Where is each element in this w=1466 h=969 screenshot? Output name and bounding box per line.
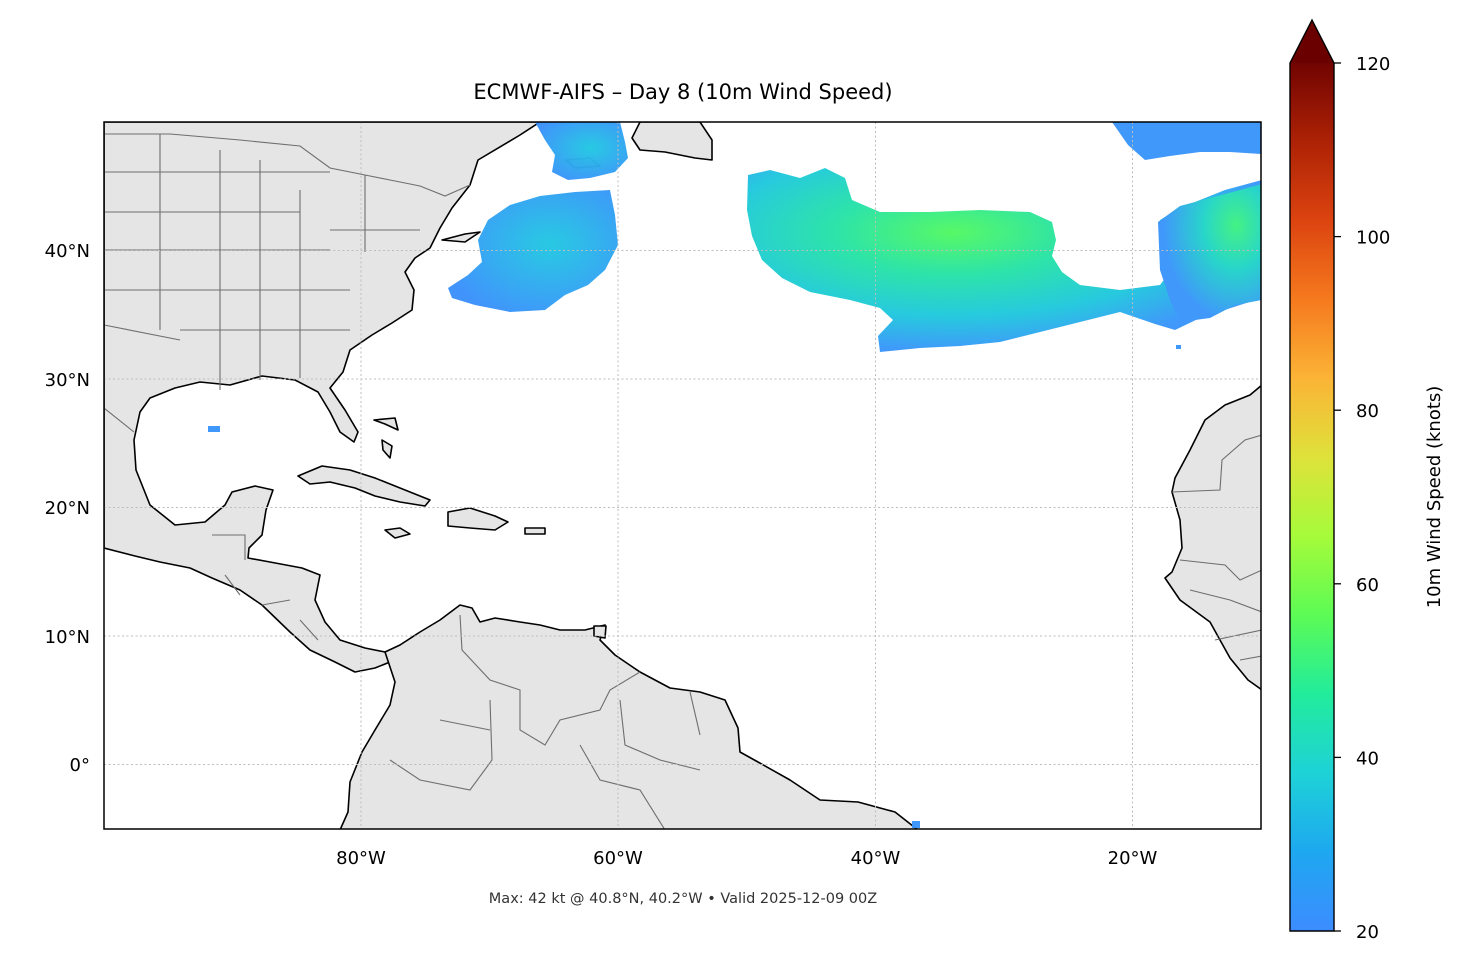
newfoundland-island	[631, 122, 713, 161]
lat-tick-label-0: 0°	[70, 755, 90, 776]
wind-speed-field	[208, 122, 1261, 828]
lon-tick-label-60w: 60°W	[593, 848, 643, 869]
colorbar-extend-arrow	[1290, 20, 1334, 63]
lat-tick-label-20n: 20°N	[45, 498, 90, 519]
wind-speck-brazil	[912, 821, 920, 828]
bahamas-island-small	[381, 439, 393, 459]
colorbar-outline	[1289, 18, 1335, 932]
hispaniola-island	[447, 507, 509, 531]
lat-tick-labels: 40°N 30°N 20°N 10°N 0°	[45, 241, 90, 776]
map-area	[104, 122, 1261, 829]
lon-tick-label-20w: 20°W	[1108, 848, 1158, 869]
south-america-borders	[389, 614, 701, 829]
long-island	[441, 231, 481, 243]
bahamas-island	[373, 417, 399, 431]
wind-speck-gulf	[208, 426, 220, 432]
cuba-island	[297, 465, 431, 507]
lon-tick-label-40w: 40°W	[851, 848, 901, 869]
max-wind-caption: Max: 42 kt @ 40.8°N, 40.2°W • Valid 2025…	[489, 891, 877, 907]
wind-region-far-north-east	[1112, 122, 1261, 160]
west-africa-borders	[1171, 434, 1261, 661]
map-title: ECMWF-AIFS – Day 8 (10m Wind Speed)	[473, 80, 892, 104]
jamaica-island	[384, 527, 411, 539]
colorbar-tick-label: 60	[1356, 575, 1379, 596]
us-canada-border	[104, 133, 471, 197]
colorbar-tick-label: 80	[1356, 401, 1379, 422]
west-africa-landmass	[1164, 384, 1261, 691]
map-gridlines	[104, 122, 1261, 829]
mexico-border	[104, 407, 135, 433]
lat-tick-label-30n: 30°N	[45, 370, 90, 391]
puerto-rico-island	[524, 527, 546, 535]
lon-tick-labels: 80°W 60°W 40°W 20°W	[336, 848, 1157, 869]
colorbar-tick-label: 40	[1356, 748, 1379, 769]
colorbar-tick-label: 120	[1356, 54, 1390, 75]
colorbar: 20 40 60 80 100 120 10m Wind Speed (knots)	[1289, 18, 1445, 943]
wind-region-gulf-st-lawrence	[535, 122, 628, 180]
trinidad-island	[593, 625, 607, 639]
colorbar-tick-label: 100	[1356, 228, 1390, 249]
lat-tick-label-40n: 40°N	[45, 241, 90, 262]
central-america-borders	[212, 534, 319, 641]
colorbar-label: 10m Wind Speed (knots)	[1424, 386, 1445, 609]
colorbar-ticks: 20 40 60 80 100 120	[1334, 54, 1390, 943]
political-borders	[104, 133, 1261, 829]
wind-region-east-atlantic	[1158, 184, 1261, 322]
wind-speck-mid	[1176, 345, 1181, 349]
lon-tick-label-80w: 80°W	[336, 848, 386, 869]
south-america-landmass	[339, 604, 919, 829]
lat-tick-label-10n: 10°N	[45, 627, 90, 648]
map-frame	[103, 121, 1262, 830]
colorbar-tick-label: 20	[1356, 922, 1379, 943]
colorbar-gradient	[1290, 63, 1334, 931]
